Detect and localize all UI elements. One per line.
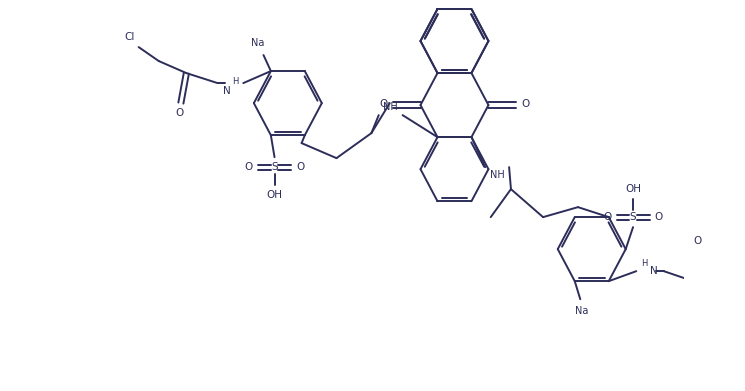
Text: O: O (380, 99, 388, 109)
Text: Na: Na (575, 306, 589, 316)
Text: H: H (641, 259, 647, 268)
Text: NH: NH (383, 102, 398, 112)
Text: O: O (176, 108, 184, 118)
Text: O: O (603, 212, 612, 222)
Text: NH: NH (489, 170, 504, 180)
Text: O: O (655, 212, 663, 222)
Text: Na: Na (251, 38, 264, 48)
Text: O: O (244, 162, 253, 172)
Text: OH: OH (267, 190, 282, 200)
Text: OH: OH (625, 184, 641, 194)
Text: Cl: Cl (124, 32, 135, 42)
Text: O: O (296, 162, 305, 172)
Text: N: N (650, 266, 658, 276)
Text: O: O (694, 236, 702, 246)
Text: S: S (630, 212, 636, 222)
Text: H: H (232, 77, 238, 86)
Text: N: N (223, 86, 231, 96)
Text: O: O (521, 99, 529, 109)
Text: S: S (271, 162, 278, 172)
